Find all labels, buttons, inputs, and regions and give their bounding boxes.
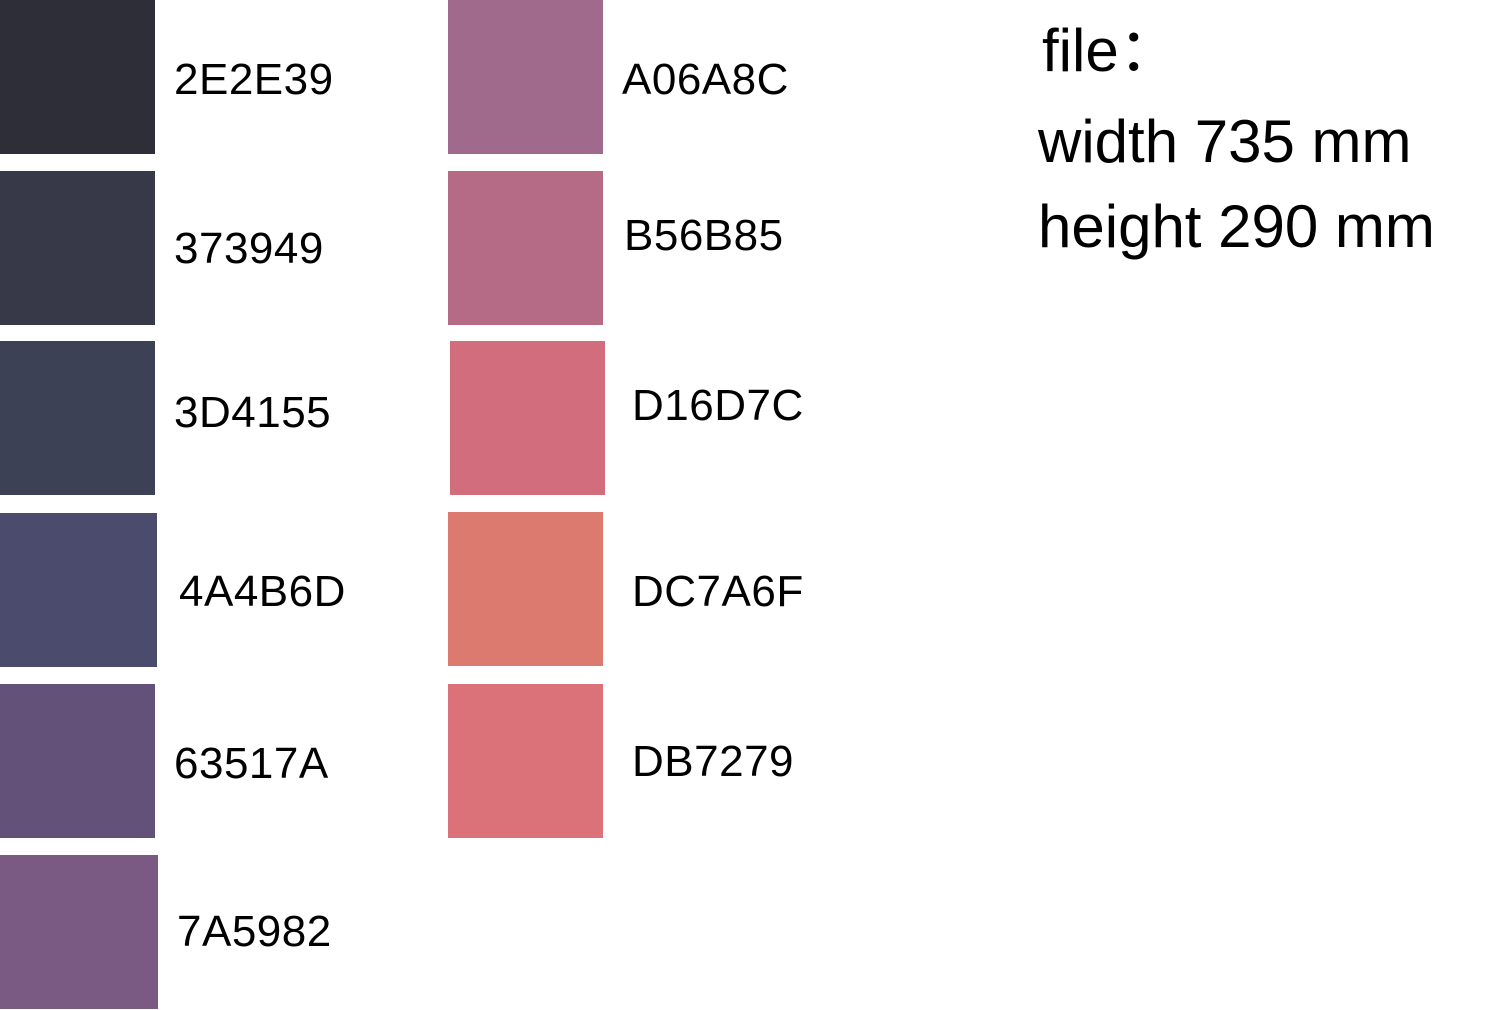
color-swatch-dc7a6f xyxy=(448,512,603,666)
color-swatch-a06a8c xyxy=(448,0,603,154)
color-code-label: 3D4155 xyxy=(174,388,332,437)
file-info-title: file： xyxy=(1042,17,1179,84)
file-info-height: height 290 mm xyxy=(1038,193,1435,260)
color-code-label: B56B85 xyxy=(624,211,784,260)
color-swatch-d16d7c xyxy=(450,341,605,495)
color-code-label: 4A4B6D xyxy=(179,567,346,616)
color-swatch-373949 xyxy=(0,171,155,325)
color-swatch-db7279 xyxy=(448,684,603,838)
color-swatch-4a4b6d xyxy=(0,513,157,667)
color-code-label: 63517A xyxy=(174,739,329,788)
color-code-label: D16D7C xyxy=(632,381,804,430)
color-code-label: DB7279 xyxy=(632,737,795,786)
color-code-label: A06A8C xyxy=(622,55,789,104)
color-code-label: DC7A6F xyxy=(632,567,804,616)
color-code-label: 373949 xyxy=(174,224,324,273)
color-code-label: 2E2E39 xyxy=(174,55,334,104)
color-swatch-2e2e39 xyxy=(0,0,155,154)
color-swatch-b56b85 xyxy=(448,171,603,325)
color-code-label: 7A5982 xyxy=(177,907,332,956)
file-info-width: width 735 mm xyxy=(1038,108,1412,175)
color-swatch-3d4155 xyxy=(0,341,155,495)
color-swatch-7a5982 xyxy=(0,855,158,1009)
color-swatch-63517a xyxy=(0,684,155,838)
